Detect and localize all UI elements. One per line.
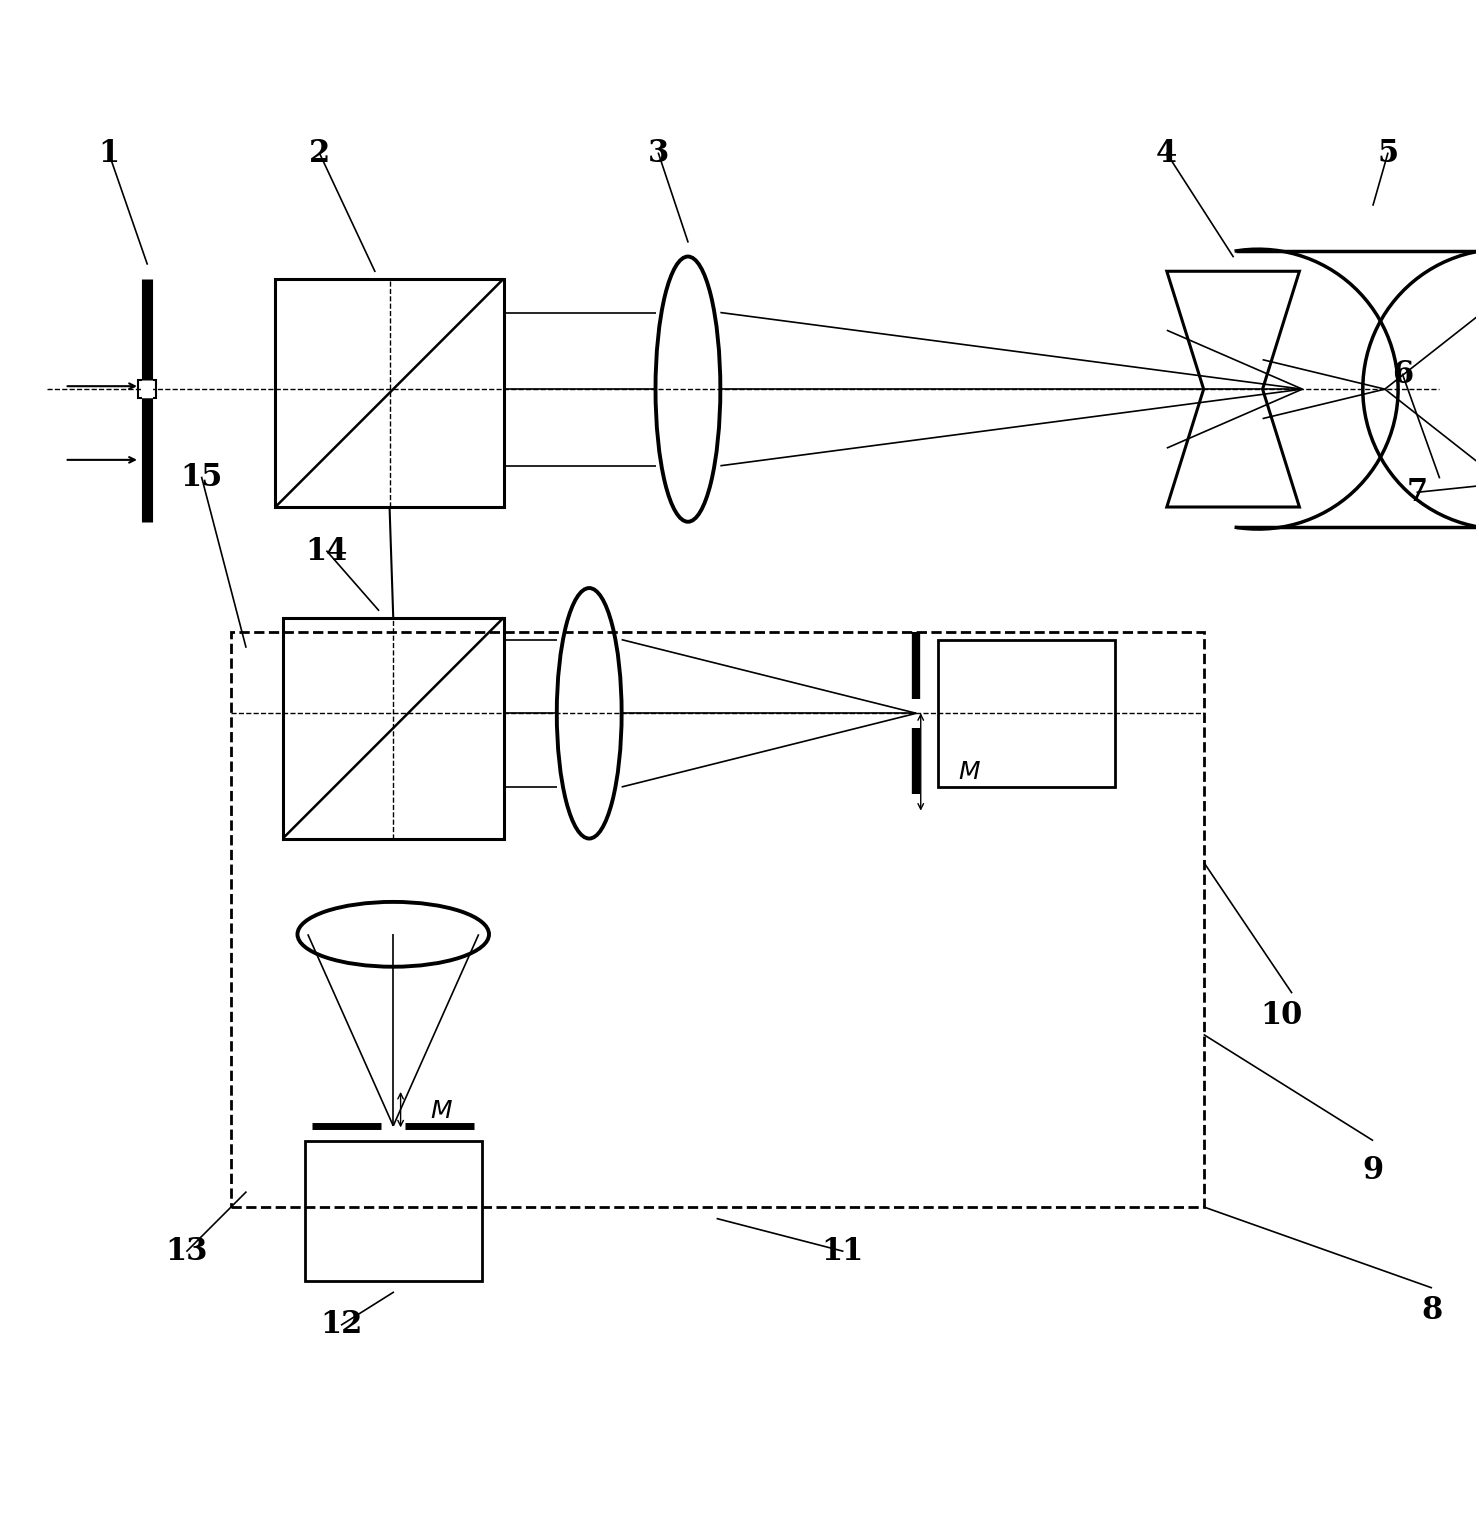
Text: 7: 7	[1407, 477, 1427, 508]
Bar	[305, 1141, 482, 1280]
Text: $M$: $M$	[430, 1098, 453, 1123]
Bar	[139, 380, 155, 398]
Bar	[231, 632, 1204, 1207]
Text: 4: 4	[1157, 138, 1177, 168]
Text: $M$: $M$	[957, 761, 981, 785]
Text: 1: 1	[98, 138, 120, 168]
Text: 3: 3	[648, 138, 669, 168]
Text: 10: 10	[1260, 1000, 1303, 1030]
Text: 14: 14	[306, 536, 348, 567]
Bar	[275, 279, 504, 508]
Text: 13: 13	[166, 1236, 209, 1267]
Text: 15: 15	[180, 462, 223, 492]
Text: 6: 6	[1392, 359, 1412, 389]
Text: 2: 2	[309, 138, 330, 168]
Text: 8: 8	[1421, 1294, 1442, 1326]
Text: 12: 12	[321, 1309, 362, 1341]
Text: 9: 9	[1362, 1154, 1384, 1186]
Text: 11: 11	[821, 1236, 864, 1267]
Bar	[938, 639, 1115, 786]
Bar	[282, 618, 504, 838]
Text: 5: 5	[1377, 138, 1398, 168]
